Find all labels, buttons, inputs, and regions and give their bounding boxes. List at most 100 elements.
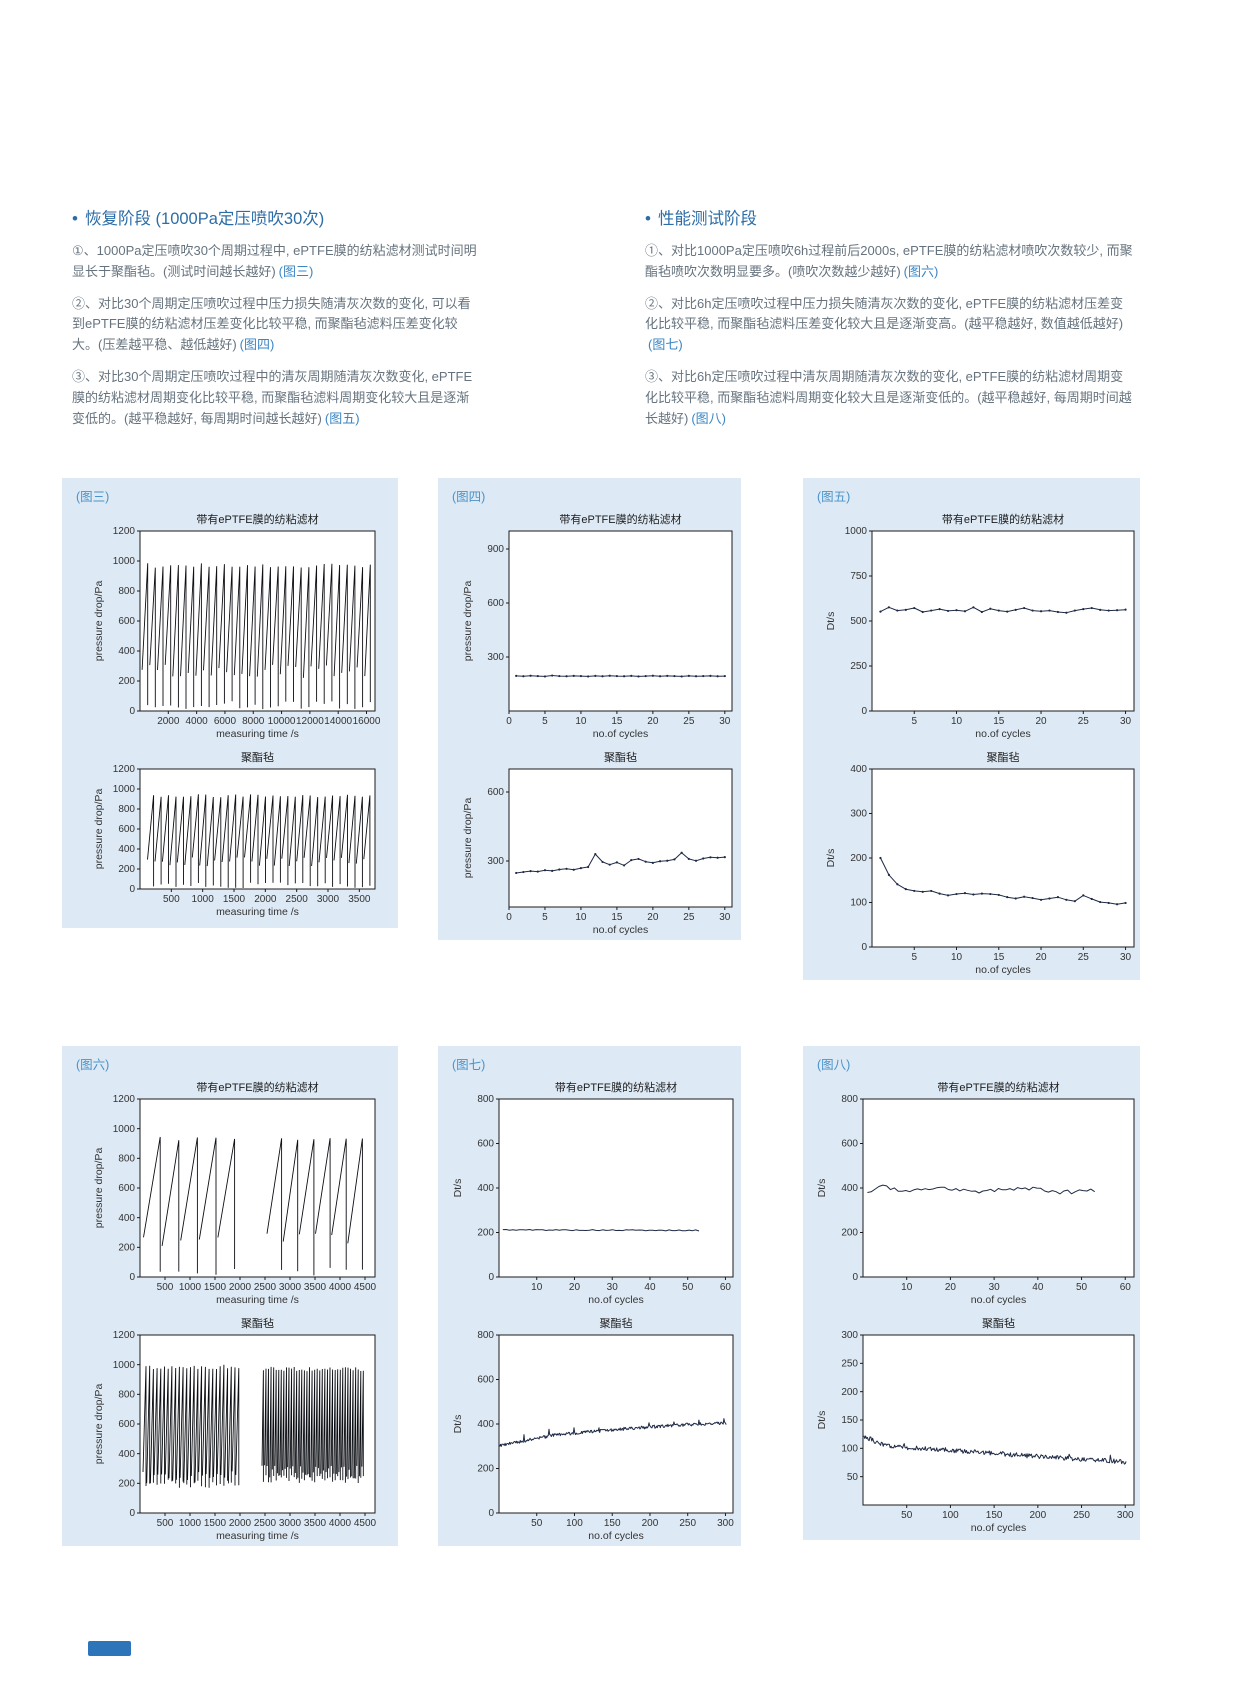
svg-text:5: 5 xyxy=(911,952,917,963)
chart-fig5-eptfe: 带有ePTFE膜的纺粘滤材 0 250 500 750 1000 5 10 15 20 25 30 Dt… xyxy=(803,507,1140,747)
svg-text:50: 50 xyxy=(1076,1282,1088,1293)
svg-text:measuring time /s: measuring time /s xyxy=(216,1294,299,1306)
svg-text:1500: 1500 xyxy=(204,1282,227,1293)
svg-text:200: 200 xyxy=(841,1228,858,1239)
chart-fig4-polyester: 聚酯毡 300 600 0 5 10 15 20 25 30 pressure drop/Pa no.… xyxy=(438,747,741,943)
svg-text:1000: 1000 xyxy=(113,556,136,567)
figure-label: (图六) xyxy=(76,1058,110,1072)
svg-text:300: 300 xyxy=(717,1518,734,1529)
svg-text:聚酯毡: 聚酯毡 xyxy=(987,751,1020,764)
svg-text:聚酯毡: 聚酯毡 xyxy=(241,751,274,764)
svg-text:Dt/s: Dt/s xyxy=(816,1411,828,1430)
paragraph: ③、对比30个周期定压喷吹过程中的清灰周期随清灰次数变化, ePTFE膜的纺粘滤… xyxy=(72,367,482,429)
svg-text:200: 200 xyxy=(841,1387,858,1398)
chart-fig5-polyester: 聚酯毡 0 100 200 300 400 5 10 15 20 25 30 Dt/s no.of cyc… xyxy=(803,747,1140,985)
svg-text:0: 0 xyxy=(129,1272,135,1283)
svg-text:10: 10 xyxy=(901,1282,913,1293)
figure-ref-link[interactable]: (图三) xyxy=(278,263,314,279)
svg-text:20: 20 xyxy=(945,1282,957,1293)
chart-fig3-polyester: 聚酯毡 0 200 400 600 800 1000 1200 500 1000 1500 2000 2… xyxy=(62,747,398,927)
svg-text:600: 600 xyxy=(477,1139,494,1150)
svg-text:1000: 1000 xyxy=(845,526,868,537)
svg-text:聚酯毡: 聚酯毡 xyxy=(982,1317,1015,1330)
chart-fig8-polyester: 聚酯毡 50 100 150 200 250 300 50 100 150 200 250 300 Dt/… xyxy=(803,1313,1140,1543)
svg-text:带有ePTFE膜的纺粘滤材: 带有ePTFE膜的纺粘滤材 xyxy=(559,512,681,526)
svg-text:16000: 16000 xyxy=(353,716,381,727)
svg-text:1500: 1500 xyxy=(204,1518,227,1529)
svg-text:20: 20 xyxy=(647,912,659,923)
svg-text:30: 30 xyxy=(607,1282,619,1293)
svg-text:3500: 3500 xyxy=(304,1282,327,1293)
svg-text:0: 0 xyxy=(852,1272,858,1283)
svg-text:20: 20 xyxy=(1035,716,1047,727)
figure-ref-link[interactable]: (图八) xyxy=(691,410,727,426)
svg-text:4500: 4500 xyxy=(354,1282,377,1293)
svg-text:4500: 4500 xyxy=(354,1518,377,1529)
svg-text:1000: 1000 xyxy=(113,1124,136,1135)
svg-text:measuring time /s: measuring time /s xyxy=(216,906,299,918)
svg-text:pressure drop/Pa: pressure drop/Pa xyxy=(93,1148,105,1229)
svg-text:no.of cycles: no.of cycles xyxy=(975,728,1030,740)
svg-text:聚酯毡: 聚酯毡 xyxy=(604,751,637,764)
svg-text:250: 250 xyxy=(850,661,867,672)
svg-text:20: 20 xyxy=(647,716,659,727)
figure-panel-fig4: (图四) 带有ePTFE膜的纺粘滤材 300 600 900 0 5 10 15 20 25 30 p… xyxy=(438,478,741,940)
figure-panel-fig3: (图三) 带有ePTFE膜的纺粘滤材 0 200 400 600 800 1000 1200 2… xyxy=(62,478,398,928)
svg-text:600: 600 xyxy=(118,1183,135,1194)
svg-text:60: 60 xyxy=(1120,1282,1132,1293)
svg-text:400: 400 xyxy=(850,764,867,775)
svg-text:带有ePTFE膜的纺粘滤材: 带有ePTFE膜的纺粘滤材 xyxy=(196,1080,318,1094)
svg-text:60: 60 xyxy=(720,1282,732,1293)
svg-text:400: 400 xyxy=(477,1419,494,1430)
svg-text:1000: 1000 xyxy=(113,784,136,795)
svg-text:聚酯毡: 聚酯毡 xyxy=(241,1317,274,1330)
svg-text:200: 200 xyxy=(118,1479,135,1490)
svg-text:800: 800 xyxy=(118,1390,135,1401)
svg-text:12000: 12000 xyxy=(296,716,324,727)
paragraph-text: ②、对比30个周期定压喷吹过程中压力损失随清灰次数的变化, 可以看到ePTFE膜… xyxy=(72,295,471,353)
svg-text:25: 25 xyxy=(1078,716,1090,727)
svg-text:400: 400 xyxy=(118,1449,135,1460)
svg-text:750: 750 xyxy=(850,571,867,582)
svg-text:300: 300 xyxy=(487,856,504,867)
text-column-recovery: • 恢复阶段 (1000Pa定压喷吹30次) ①、1000Pa定压喷吹30个周期过… xyxy=(72,205,482,440)
svg-text:20: 20 xyxy=(1035,952,1047,963)
svg-text:1200: 1200 xyxy=(113,1330,136,1341)
svg-text:200: 200 xyxy=(1029,1510,1046,1521)
figure-ref-link[interactable]: (图四) xyxy=(239,337,275,353)
svg-text:pressure drop/Pa: pressure drop/Pa xyxy=(462,798,474,879)
svg-text:measuring time /s: measuring time /s xyxy=(216,1530,299,1542)
svg-text:50: 50 xyxy=(901,1510,913,1521)
svg-text:200: 200 xyxy=(850,853,867,864)
svg-text:Dt/s: Dt/s xyxy=(452,1415,464,1434)
paragraph-text: ③、对比6h定压喷吹过程中清灰周期随清灰次数的变化, ePTFE膜的纺粘滤材周期… xyxy=(645,368,1132,426)
svg-text:no.of cycles: no.of cycles xyxy=(971,1294,1026,1306)
svg-text:5: 5 xyxy=(542,716,548,727)
figure-ref-link[interactable]: (图五) xyxy=(324,410,360,426)
svg-text:50: 50 xyxy=(847,1472,859,1483)
figure-panel-fig8: (图八) 带有ePTFE膜的纺粘滤材 0 200 400 600 800 10 20 30 40 5… xyxy=(803,1046,1140,1540)
figure-ref-link[interactable]: (图六) xyxy=(903,263,939,279)
svg-text:600: 600 xyxy=(841,1139,858,1150)
svg-text:带有ePTFE膜的纺粘滤材: 带有ePTFE膜的纺粘滤材 xyxy=(555,1080,677,1094)
svg-text:no.of cycles: no.of cycles xyxy=(975,964,1030,976)
svg-text:400: 400 xyxy=(118,646,135,657)
svg-text:3500: 3500 xyxy=(304,1518,327,1529)
svg-text:10: 10 xyxy=(951,952,963,963)
svg-text:10000: 10000 xyxy=(268,716,296,727)
svg-text:pressure drop/Pa: pressure drop/Pa xyxy=(93,1384,105,1465)
svg-text:pressure drop/Pa: pressure drop/Pa xyxy=(462,581,474,662)
svg-text:2500: 2500 xyxy=(254,1518,277,1529)
svg-text:600: 600 xyxy=(487,787,504,798)
figure-ref-link[interactable]: (图七) xyxy=(648,337,683,353)
svg-text:聚酯毡: 聚酯毡 xyxy=(600,1317,633,1330)
svg-text:Dt/s: Dt/s xyxy=(825,849,837,868)
svg-text:600: 600 xyxy=(477,1375,494,1386)
svg-text:Dt/s: Dt/s xyxy=(825,612,837,631)
svg-text:300: 300 xyxy=(850,809,867,820)
svg-text:3000: 3000 xyxy=(279,1518,302,1529)
svg-text:800: 800 xyxy=(477,1094,494,1105)
paragraph: ①、1000Pa定压喷吹30个周期过程中, ePTFE膜的纺粘滤材测试时间明显长… xyxy=(72,241,482,283)
svg-text:25: 25 xyxy=(1078,952,1090,963)
svg-text:150: 150 xyxy=(986,1510,1003,1521)
